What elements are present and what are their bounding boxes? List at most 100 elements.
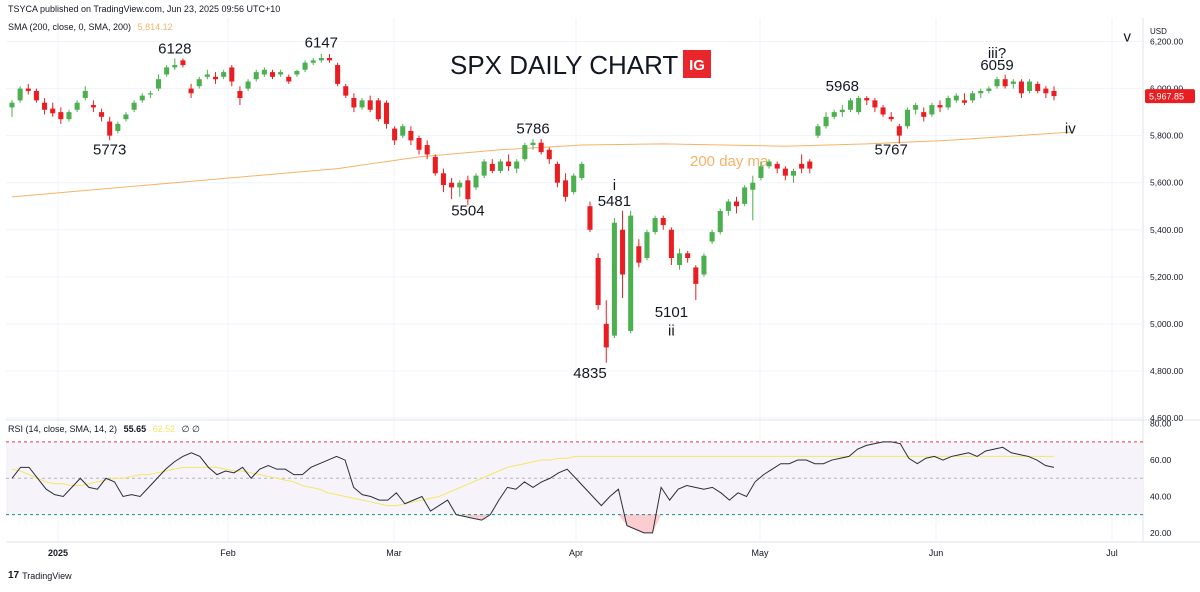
candle-body <box>579 163 585 178</box>
candle-body <box>481 161 487 176</box>
candle-body <box>815 126 821 136</box>
candle-body <box>1051 90 1057 97</box>
candle-body <box>269 72 276 77</box>
candle-body <box>449 182 455 188</box>
candle-body <box>628 215 634 331</box>
chart-title: SPX DAILY CHART <box>450 50 678 80</box>
candle-body <box>392 128 398 141</box>
candle-body <box>970 93 976 101</box>
candle-body <box>636 246 642 263</box>
candle-body <box>58 112 64 120</box>
candle-body <box>245 81 251 89</box>
candle-body <box>506 161 512 167</box>
wave-annotation: iv <box>1065 120 1076 137</box>
candle-body <box>904 109 910 127</box>
candle-body <box>66 112 72 120</box>
time-axis-label: Apr <box>569 548 583 558</box>
time-axis-label: May <box>751 548 769 558</box>
rsi-tick-label: 80.00 <box>1150 419 1172 429</box>
candle-body <box>50 108 56 114</box>
candle-body <box>847 100 854 110</box>
sma-indicator-value: 5,814.12 <box>137 22 173 32</box>
candle-body <box>774 163 780 169</box>
candle-body <box>33 90 39 101</box>
candle-body <box>139 95 145 101</box>
candle-body <box>196 79 202 87</box>
candle-body <box>864 98 870 101</box>
wave-annotation: i <box>613 177 616 194</box>
candle-body <box>668 229 674 258</box>
candle-body <box>701 255 707 275</box>
candle-body <box>717 210 723 233</box>
rsi-line <box>11 441 1055 534</box>
candle-body <box>782 168 788 176</box>
candle-body <box>546 149 552 160</box>
wave-annotation: iii? <box>988 45 1006 62</box>
last-price-tag <box>1145 89 1195 104</box>
candle-body <box>229 67 235 82</box>
candle-body <box>611 222 617 336</box>
wave-annotation: 4835 <box>573 365 606 382</box>
candle-body <box>302 62 308 70</box>
candle-body <box>953 95 959 101</box>
candle-body <box>1035 83 1041 91</box>
candle-body <box>807 161 813 169</box>
candle-body <box>497 161 503 171</box>
candle-body <box>872 100 878 108</box>
candle-body <box>164 67 170 75</box>
candle-body <box>383 102 389 124</box>
candle-body <box>90 105 96 108</box>
price-tick-label: 6,200.00 <box>1150 37 1183 47</box>
candle-body <box>652 218 658 233</box>
tradingview-logo[interactable]: 17 TradingView <box>8 570 72 581</box>
candle-body <box>660 218 666 226</box>
candle-body <box>253 72 259 80</box>
candle-body <box>790 170 797 176</box>
candle-body <box>839 109 845 113</box>
price-tick-label: 5,200.00 <box>1150 272 1183 282</box>
candle-body <box>538 142 544 153</box>
candle-body <box>440 173 446 186</box>
tradingview-brand: TradingView <box>22 570 72 581</box>
wave-annotation: 5968 <box>826 78 859 95</box>
rsi-indicator-value: 55.65 <box>123 424 147 434</box>
candle-body <box>587 206 593 230</box>
time-axis-label: Feb <box>220 548 236 558</box>
last-price-label: 5,967.85 <box>1149 92 1184 102</box>
candle-body <box>758 166 764 178</box>
candle-body <box>343 86 349 96</box>
rsi-band <box>6 441 1143 515</box>
candle-body <box>318 58 324 61</box>
candle-body <box>986 88 992 91</box>
rsi-sma-line <box>11 455 1054 507</box>
candle-body <box>620 229 626 275</box>
currency-label: USD <box>1150 27 1167 36</box>
candle-body <box>432 156 438 174</box>
price-tick-label: 5,600.00 <box>1150 178 1183 188</box>
wave-annotation: v <box>1124 29 1132 46</box>
candle-body <box>359 100 365 108</box>
candle-body <box>1018 81 1024 94</box>
candle-body <box>212 76 219 80</box>
candle-body <box>750 182 756 190</box>
sma200-line <box>11 131 1071 198</box>
candle-body <box>799 163 805 169</box>
candle-body <box>888 116 894 120</box>
candle-body <box>831 112 837 117</box>
candle-body <box>465 180 471 200</box>
candle-body <box>42 102 48 110</box>
wave-annotation: 5786 <box>516 120 549 137</box>
sma-indicator-label: SMA (200, close, 0, SMA, 200) 5,814.12 <box>8 22 173 32</box>
sma-indicator-name: SMA (200, close, 0, SMA, 200) <box>8 22 132 32</box>
candle-body <box>74 102 80 110</box>
candle-body <box>156 79 162 89</box>
publisher-line: TSYCA published on TradingView.com, Jun … <box>8 4 281 14</box>
candle-body <box>571 175 577 193</box>
candle-body <box>17 88 23 101</box>
wave-annotation: 5767 <box>875 141 908 158</box>
candle-body <box>204 74 210 77</box>
wave-annotation: 5504 <box>451 203 484 220</box>
price-tick-label: 4,600.00 <box>1150 413 1183 423</box>
